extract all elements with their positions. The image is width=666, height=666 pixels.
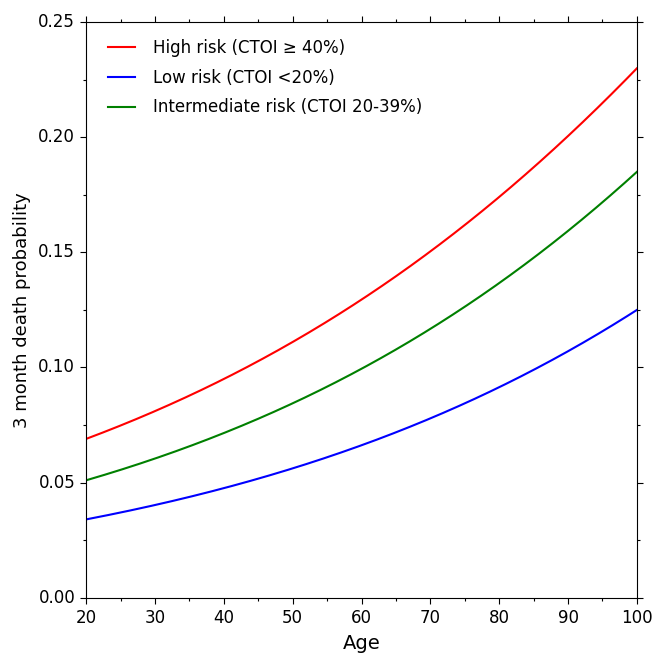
Intermediate risk (CTOI 20-39%) <box>633 168 641 176</box>
Low risk (CTOI <20%) <box>83 515 91 523</box>
Intermediate risk (CTOI 20-39%) <box>410 335 418 343</box>
Intermediate risk (CTOI 20-39%) <box>347 370 355 378</box>
Low risk (CTOI <20%) <box>633 306 641 314</box>
Low risk (CTOI <20%) <box>533 364 541 372</box>
Low risk (CTOI <20%) <box>619 314 627 322</box>
Low risk (CTOI <20%) <box>410 421 418 429</box>
Low risk (CTOI <20%) <box>347 445 355 453</box>
Intermediate risk (CTOI 20-39%) <box>344 372 352 380</box>
Intermediate risk (CTOI 20-39%) <box>533 251 541 259</box>
Line: High risk (CTOI ≥ 40%): High risk (CTOI ≥ 40%) <box>87 69 637 439</box>
Low risk (CTOI <20%) <box>344 446 352 454</box>
Intermediate risk (CTOI 20-39%) <box>380 352 388 360</box>
High risk (CTOI ≥ 40%) <box>533 160 541 168</box>
Legend: High risk (CTOI ≥ 40%), Low risk (CTOI <20%), Intermediate risk (CTOI 20-39%): High risk (CTOI ≥ 40%), Low risk (CTOI <… <box>95 31 430 125</box>
Intermediate risk (CTOI 20-39%) <box>619 180 627 188</box>
High risk (CTOI ≥ 40%) <box>380 280 388 288</box>
Line: Intermediate risk (CTOI 20-39%): Intermediate risk (CTOI 20-39%) <box>87 172 637 480</box>
Intermediate risk (CTOI 20-39%) <box>83 476 91 484</box>
High risk (CTOI ≥ 40%) <box>347 302 355 310</box>
Low risk (CTOI <20%) <box>380 433 388 441</box>
High risk (CTOI ≥ 40%) <box>410 260 418 268</box>
X-axis label: Age: Age <box>343 633 380 653</box>
High risk (CTOI ≥ 40%) <box>633 65 641 73</box>
High risk (CTOI ≥ 40%) <box>619 78 627 86</box>
Y-axis label: 3 month death probability: 3 month death probability <box>13 192 31 428</box>
High risk (CTOI ≥ 40%) <box>83 435 91 443</box>
High risk (CTOI ≥ 40%) <box>344 304 352 312</box>
Line: Low risk (CTOI <20%): Low risk (CTOI <20%) <box>87 310 637 519</box>
